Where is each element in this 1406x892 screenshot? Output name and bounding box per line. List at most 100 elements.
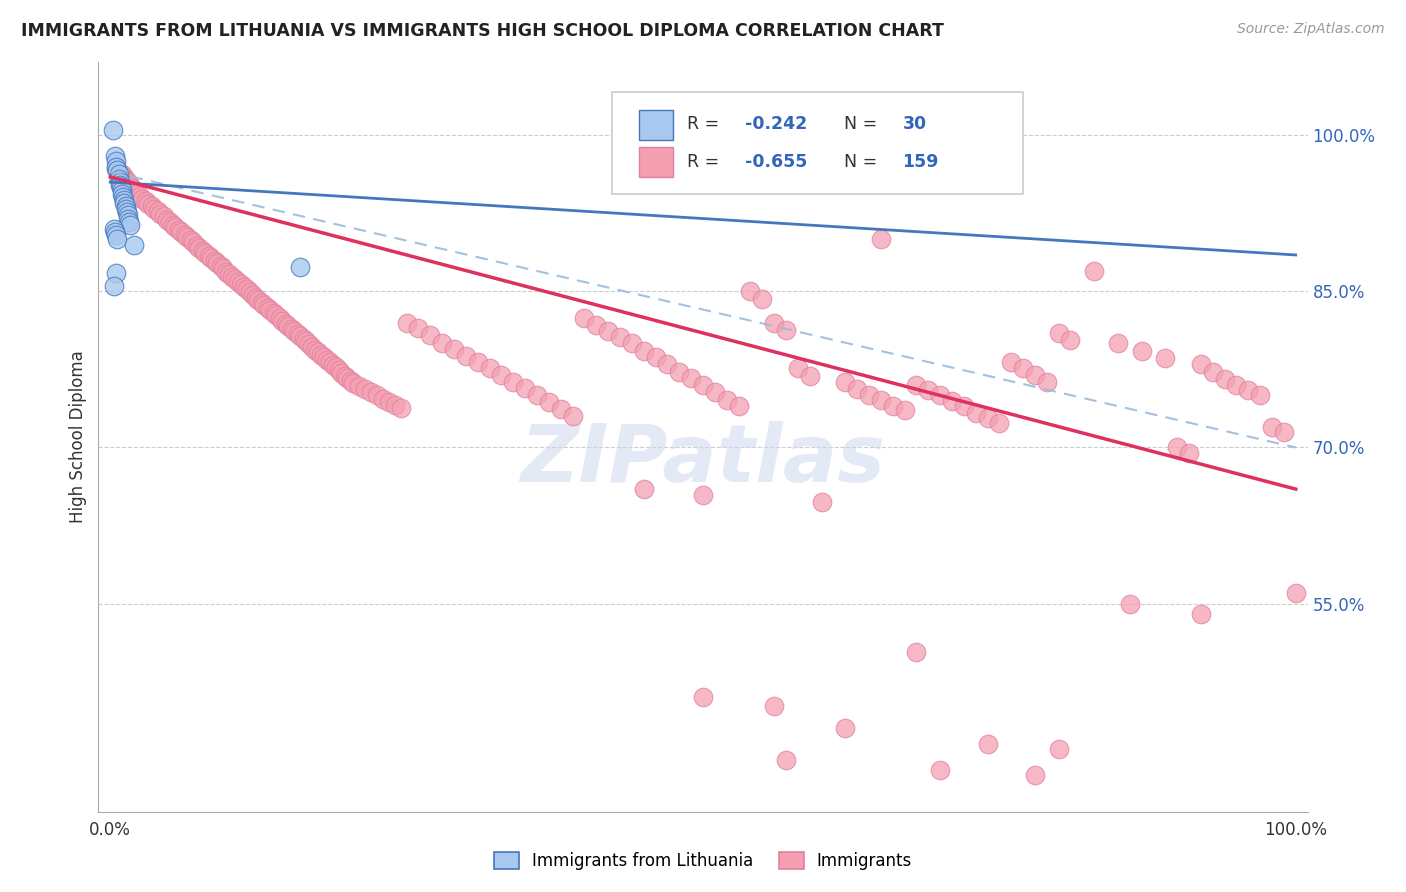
Point [786, 361, 808, 376]
Point [105, 162, 128, 177]
Point [288, 260, 311, 275]
Point [117, 175, 139, 189]
FancyBboxPatch shape [638, 110, 673, 140]
Point [122, 184, 145, 198]
Point [917, 384, 939, 398]
Point [107, 167, 129, 181]
Text: ZIPatlas: ZIPatlas [520, 420, 886, 499]
Point [304, 343, 326, 357]
Point [200, 251, 222, 265]
Point [105, 228, 128, 243]
Point [1107, 336, 1129, 351]
Point [330, 366, 353, 380]
Text: Source: ZipAtlas.com: Source: ZipAtlas.com [1237, 22, 1385, 37]
Point [295, 334, 318, 349]
Point [114, 169, 136, 184]
Point [204, 254, 226, 268]
Point [328, 363, 350, 377]
Point [347, 379, 370, 393]
Point [893, 403, 915, 417]
Point [478, 361, 501, 376]
Point [360, 385, 382, 400]
Point [136, 197, 159, 211]
Point [191, 244, 214, 258]
Point [1036, 375, 1059, 389]
Point [259, 303, 281, 318]
FancyBboxPatch shape [638, 147, 673, 178]
Text: N =: N = [845, 153, 883, 171]
Point [419, 328, 441, 343]
Point [112, 190, 135, 204]
Point [1261, 419, 1284, 434]
Point [135, 194, 157, 208]
Point [188, 241, 211, 255]
Point [384, 398, 406, 412]
Point [905, 378, 928, 392]
Text: IMMIGRANTS FROM LITHUANIA VS IMMIGRANTS HIGH SCHOOL DIPLOMA CORRELATION CHART: IMMIGRANTS FROM LITHUANIA VS IMMIGRANTS … [21, 22, 943, 40]
Point [105, 160, 128, 174]
Point [107, 172, 129, 186]
Point [115, 205, 138, 219]
Point [274, 317, 297, 331]
Point [114, 202, 136, 217]
Point [443, 342, 465, 356]
Point [152, 210, 174, 224]
Point [101, 123, 124, 137]
Point [502, 375, 524, 389]
Point [395, 316, 418, 330]
Point [432, 336, 454, 351]
Point [322, 359, 344, 373]
Point [763, 698, 786, 713]
Point [340, 374, 363, 388]
Point [122, 237, 145, 252]
Point [103, 279, 125, 293]
Point [1024, 368, 1046, 382]
Point [1047, 326, 1070, 340]
Point [1059, 334, 1081, 348]
Point [703, 385, 725, 400]
Point [775, 323, 797, 337]
Point [633, 343, 655, 358]
Point [378, 394, 401, 409]
Point [146, 204, 169, 219]
Point [810, 138, 832, 153]
Point [905, 646, 928, 660]
Point [111, 184, 134, 198]
Point [271, 313, 294, 327]
Point [239, 285, 262, 300]
Text: -0.242: -0.242 [745, 115, 807, 133]
Point [108, 178, 131, 193]
Legend: Immigrants from Lithuania, Immigrants: Immigrants from Lithuania, Immigrants [488, 845, 918, 877]
Point [976, 411, 998, 425]
Point [194, 246, 217, 260]
Text: R =: R = [688, 115, 725, 133]
Point [247, 293, 270, 307]
Point [620, 336, 643, 351]
Point [1154, 351, 1177, 365]
Point [389, 401, 412, 415]
Point [108, 175, 131, 189]
Point [181, 235, 204, 250]
Point [775, 753, 797, 767]
Point [491, 368, 513, 382]
Point [1189, 607, 1212, 621]
Point [218, 267, 240, 281]
Point [245, 291, 267, 305]
Point [111, 167, 134, 181]
Point [1130, 343, 1153, 358]
Point [869, 392, 891, 407]
Point [110, 180, 132, 194]
Point [125, 186, 148, 201]
Point [264, 309, 287, 323]
Point [114, 199, 136, 213]
Point [1047, 742, 1070, 756]
Point [229, 277, 252, 292]
Point [316, 353, 339, 368]
Point [118, 215, 141, 229]
Point [823, 149, 845, 163]
Point [301, 340, 323, 354]
Point [550, 402, 572, 417]
Point [1166, 441, 1188, 455]
Point [1083, 263, 1105, 277]
Point [366, 388, 388, 402]
